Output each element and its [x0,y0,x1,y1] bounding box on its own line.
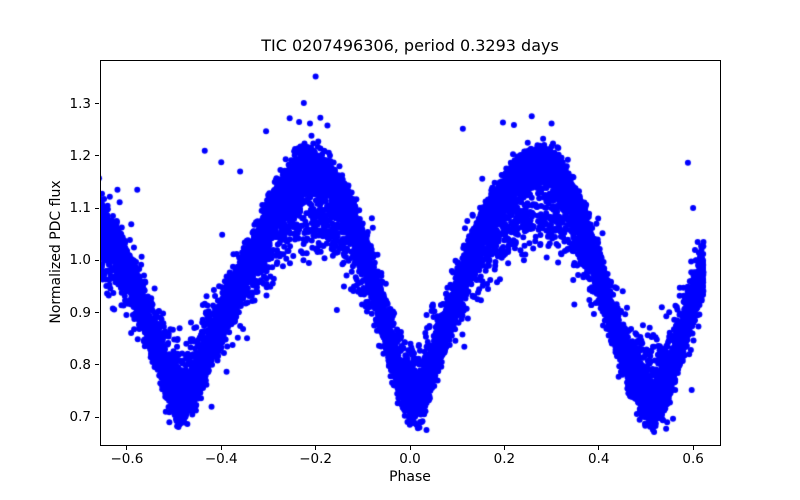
y-tick-label: 1.0 [69,252,91,269]
y-tick-mark [95,312,99,314]
x-tick-mark [409,446,411,450]
plot-area [100,60,720,445]
y-tick-mark [95,207,99,209]
x-tick-mark [598,446,600,450]
y-tick-mark [95,364,99,366]
y-tick-label: 1.1 [69,200,91,217]
x-tick-mark [220,446,222,450]
chart-title: TIC 0207496306, period 0.3293 days [261,36,559,55]
x-tick-label: −0.2 [299,451,333,467]
x-axis-label: Phase [389,469,431,485]
y-tick-mark [95,155,99,157]
x-tick-mark [503,446,505,450]
x-tick-label: 0.0 [399,451,421,467]
x-tick-label: 0.2 [493,451,516,467]
y-tick-label: 0.9 [69,304,91,321]
x-tick-label: 0.4 [587,451,610,467]
y-tick-mark [95,103,99,105]
y-tick-label: 1.2 [69,147,91,164]
y-tick-mark [95,259,99,261]
y-tick-label: 0.8 [69,356,91,373]
y-tick-label: 1.3 [69,95,91,112]
x-tick-label: −0.6 [110,451,144,467]
scatter-points-canvas [100,60,720,445]
x-tick-mark [126,446,128,450]
y-tick-mark [95,416,99,418]
x-tick-mark [692,446,694,450]
y-tick-label: 0.7 [69,409,91,426]
x-tick-mark [315,446,317,450]
x-tick-label: 0.6 [682,451,704,467]
x-tick-label: −0.4 [204,451,238,467]
